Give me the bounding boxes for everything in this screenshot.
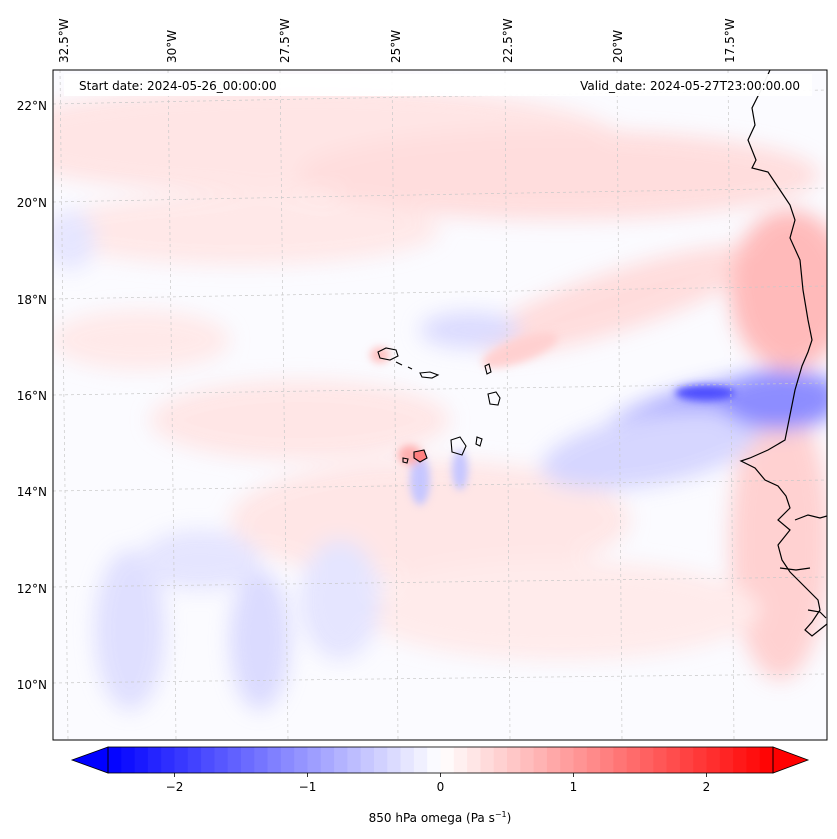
colorbar-band <box>666 747 681 773</box>
colorbar-band <box>693 747 707 773</box>
lat-label-16n: 16°N <box>17 389 47 403</box>
colorbar-band <box>613 747 628 773</box>
colorbar-band <box>586 747 601 773</box>
lat-label-10n: 10°N <box>17 678 47 692</box>
colorbar-band <box>746 747 761 773</box>
colorbar-band <box>254 747 269 773</box>
colorbar-band <box>653 747 668 773</box>
colorbar-band <box>121 747 136 773</box>
colorbar-tick-label: −2 <box>166 780 184 794</box>
colorbar-band <box>626 747 641 773</box>
colorbar-band <box>719 747 734 773</box>
date-header: Start date: 2024-05-26_00:00:00 Valid_da… <box>64 74 812 96</box>
colorbar-band <box>427 747 441 773</box>
colorbar-band <box>214 747 229 773</box>
colorbar-band <box>733 747 747 773</box>
colorbar-band <box>267 747 282 773</box>
lon-label-20w: 20°W <box>611 30 625 63</box>
colorbar-band <box>759 747 774 773</box>
colorbar-band <box>294 747 308 773</box>
colorbar-band <box>201 747 215 773</box>
gridlines <box>53 70 827 740</box>
colorbar-band <box>134 747 149 773</box>
latitude-labels: 22°N 20°N 18°N 16°N 14°N 12°N 10°N <box>17 99 47 692</box>
colorbar-band <box>507 747 521 773</box>
colorbar-band <box>679 747 694 773</box>
start-date-label: Start date: 2024-05-26_00:00:00 <box>79 79 277 93</box>
colorbar-band <box>640 747 654 773</box>
colorbar-band <box>453 747 468 773</box>
colorbar-band <box>174 747 189 773</box>
colorbar-band <box>241 747 255 773</box>
coastline <box>739 70 827 637</box>
lat-label-22n: 22°N <box>17 99 47 113</box>
colorbar-band <box>493 747 508 773</box>
colorbar-band <box>600 747 614 773</box>
colorbar-ticks: −2 −1 0 1 2 <box>166 773 711 794</box>
colorbar-title: 850 hPa omega (Pa s−1) <box>369 810 512 825</box>
lon-label-32-5w: 32.5°W <box>57 18 71 63</box>
colorbar-band <box>480 747 495 773</box>
colorbar-band <box>467 747 481 773</box>
valid-date-label: Valid_date: 2024-05-27T23:00:00.00 <box>580 79 800 93</box>
colorbar-low-extend <box>70 746 109 774</box>
colorbar-band <box>307 747 322 773</box>
lon-label-22-5w: 22.5°W <box>501 18 515 63</box>
colorbar-band <box>374 747 388 773</box>
colorbar-band <box>227 747 242 773</box>
longitude-labels: 32.5°W 30°W 27.5°W 25°W 22.5°W 20°W 17.5… <box>57 18 737 63</box>
colorbar-band <box>560 747 574 773</box>
colorbar-band <box>706 747 721 773</box>
colorbar-band <box>520 747 535 773</box>
colorbar-bands <box>108 747 774 773</box>
omega-field <box>53 85 827 710</box>
colorbar-tick-label: 1 <box>570 780 578 794</box>
colorbar-band <box>187 747 202 773</box>
lat-label-18n: 18°N <box>17 293 47 307</box>
colorbar-band <box>440 747 455 773</box>
colorbar-tick-label: −1 <box>299 780 317 794</box>
lat-label-12n: 12°N <box>17 582 47 596</box>
colorbar-band <box>280 747 295 773</box>
colorbar-band <box>400 747 415 773</box>
colorbar-band <box>573 747 588 773</box>
colorbar-band <box>147 747 162 773</box>
colorbar-tick-label: 2 <box>703 780 711 794</box>
map-panel: Start date: 2024-05-26_00:00:00 Valid_da… <box>52 69 828 741</box>
colorbar-band <box>347 747 362 773</box>
colorbar-band <box>360 747 375 773</box>
colorbar-high-extend <box>772 746 810 774</box>
colorbar-band <box>320 747 335 773</box>
colorbar-band <box>533 747 548 773</box>
colorbar-band <box>334 747 348 773</box>
colorbar-band <box>413 747 428 773</box>
lon-label-30w: 30°W <box>165 30 179 63</box>
colorbar-tick-label: 0 <box>437 780 445 794</box>
lon-label-27-5w: 27.5°W <box>278 18 292 63</box>
lon-label-17-5w: 17.5°W <box>723 18 737 63</box>
lon-label-25w: 25°W <box>389 30 403 63</box>
colorbar-band <box>387 747 402 773</box>
islands <box>377 347 501 464</box>
colorbar-band <box>108 747 122 773</box>
colorbar: −2 −1 0 1 2 850 hPa omega (Pa s−1) <box>70 746 810 825</box>
lat-label-14n: 14°N <box>17 485 47 499</box>
lat-label-20n: 20°N <box>17 196 47 210</box>
colorbar-band <box>161 747 175 773</box>
colorbar-band <box>546 747 561 773</box>
